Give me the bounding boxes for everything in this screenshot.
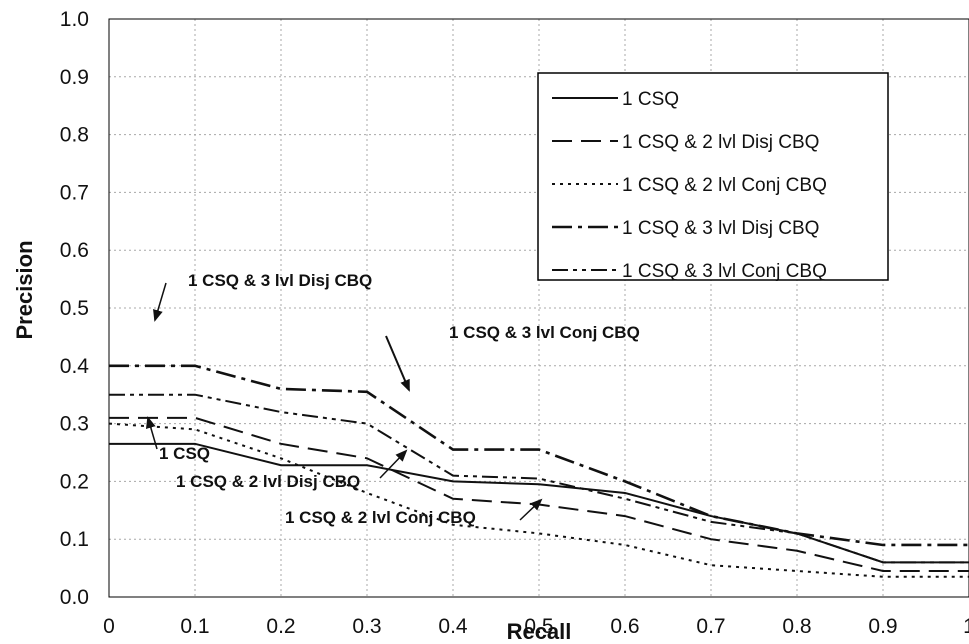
x-tick-label: 0.8	[782, 615, 811, 638]
annotation-arrow-1csq	[145, 416, 158, 450]
y-tick-label: 0.7	[60, 181, 89, 204]
y-tick-label: 0.3	[60, 413, 89, 436]
annotation-2lvl-conj: 1 CSQ & 2 lvl Conj CBQ	[285, 508, 476, 527]
y-tick-label: 0.6	[60, 239, 89, 262]
y-tick-label: 0.8	[60, 124, 89, 147]
annotation-2lvl-disj: 1 CSQ & 2 lvl Disj CBQ	[176, 472, 360, 491]
y-tick-labels: 0.0 0.1 0.2 0.3 0.4 0.5 0.6 0.7 0.8 0.9 1.0	[60, 8, 90, 609]
legend-label-5: 1 CSQ & 3 lvl Conj CBQ	[622, 261, 827, 282]
x-tick-label: 0.3	[352, 615, 381, 638]
annotations: 1 CSQ & 3 lvl Disj CBQ 1 CSQ & 3 lvl Con…	[145, 271, 640, 527]
y-axis-title: Precision	[12, 240, 37, 339]
x-tick-label: 0	[103, 615, 115, 638]
y-tick-label: 0.0	[60, 586, 89, 609]
x-tick-label: 0.2	[266, 615, 295, 638]
legend-label-4: 1 CSQ & 3 lvl Disj CBQ	[622, 218, 819, 239]
x-tick-label: 0.4	[438, 615, 468, 638]
series-line-4	[109, 364, 969, 547]
y-tick-label: 1.0	[60, 8, 89, 31]
annotation-3lvl-conj: 1 CSQ & 3 lvl Conj CBQ	[449, 323, 640, 342]
legend-label-1: 1 CSQ	[622, 89, 679, 110]
x-tick-label: 0.5	[524, 615, 553, 638]
plot-area-frame	[108, 18, 969, 598]
legend-box	[537, 72, 889, 281]
y-tick-label: 0.2	[60, 470, 89, 493]
y-tick-label: 0.4	[60, 355, 90, 378]
annotation-3lvl-disj: 1 CSQ & 3 lvl Disj CBQ	[188, 271, 372, 290]
annotation-1csq: 1 CSQ	[159, 444, 210, 463]
series-line-3	[108, 422, 969, 578]
x-tick-label: 0.7	[696, 615, 725, 638]
annotation-arrow-2lvl-conj	[519, 498, 543, 521]
legend-label-3: 1 CSQ & 2 lvl Conj CBQ	[622, 175, 827, 196]
legend-items: 1 CSQ 1 CSQ & 2 lvl Disj CBQ 1 CSQ & 2 lvl…	[552, 89, 827, 282]
y-tick-label: 0.5	[60, 297, 89, 320]
x-tick-label: 0.1	[180, 615, 209, 638]
x-tick-label: 0.9	[868, 615, 897, 638]
annotation-arrow-3lvl-disj	[153, 282, 167, 322]
x-tick-labels: 0 0.1 0.2 0.3 0.4 0.5 0.6 0.7 0.8 0.9 1	[103, 615, 969, 638]
y-tick-label: 0.9	[60, 66, 89, 89]
x-tick-label: 0.6	[610, 615, 639, 638]
series-line-5	[109, 393, 969, 564]
legend-label-2: 1 CSQ & 2 lvl Disj CBQ	[622, 132, 819, 153]
x-tick-label: 1	[963, 615, 969, 638]
annotation-arrow-2lvl-disj	[379, 449, 408, 479]
x-axis-title: Recall	[507, 619, 572, 644]
annotation-arrow-3lvl-conj	[385, 335, 410, 392]
legend: 1 CSQ 1 CSQ & 2 lvl Disj CBQ 1 CSQ & 2 lvl…	[537, 72, 889, 282]
y-tick-label: 0.1	[60, 528, 89, 551]
